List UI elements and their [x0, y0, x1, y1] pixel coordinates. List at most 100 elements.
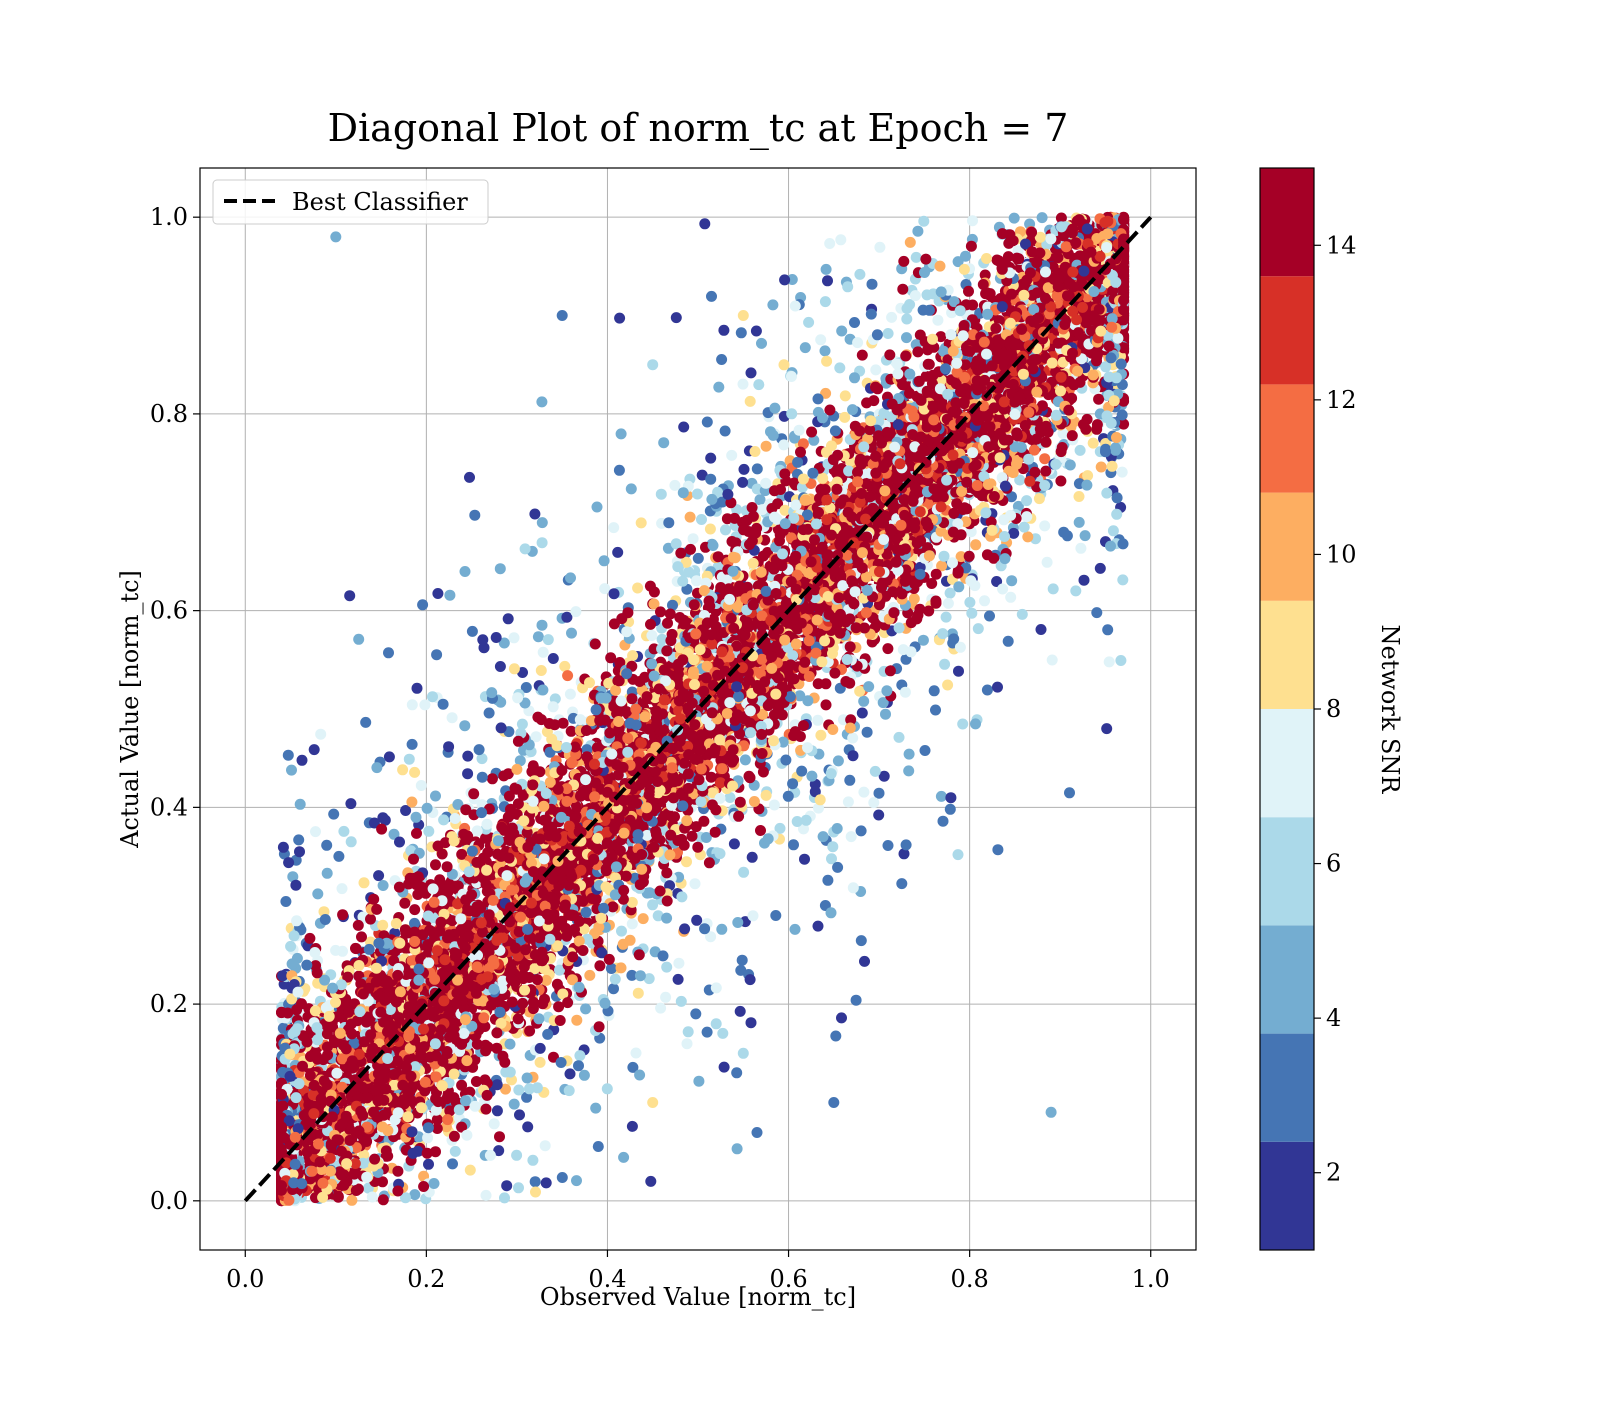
scatter-point: [647, 899, 658, 910]
scatter-point: [716, 924, 727, 935]
scatter-point: [409, 873, 420, 884]
scatter-point: [966, 241, 977, 252]
scatter-point: [738, 524, 749, 535]
scatter-point: [848, 882, 859, 893]
scatter-point: [542, 1029, 553, 1040]
scatter-point: [970, 718, 981, 729]
scatter-point: [540, 1140, 551, 1151]
scatter-point: [1096, 462, 1107, 473]
scatter-point: [719, 1062, 730, 1073]
scatter-point: [1024, 476, 1035, 487]
scatter-point: [584, 677, 595, 688]
scatter-point: [813, 393, 824, 404]
scatter-point: [849, 372, 860, 383]
scatter-point: [344, 590, 355, 601]
scatter-point: [338, 826, 349, 837]
scatter-point: [477, 634, 488, 645]
scatter-point: [732, 1143, 743, 1154]
scatter-point: [408, 1148, 419, 1159]
scatter-point: [883, 840, 894, 851]
scatter-point: [614, 313, 625, 324]
scatter-point: [663, 517, 674, 528]
scatter-point: [462, 768, 473, 779]
scatter-point: [713, 382, 724, 393]
scatter-point: [750, 446, 761, 457]
scatter-point: [548, 701, 559, 712]
scatter-point: [616, 428, 627, 439]
scatter-point: [756, 338, 767, 349]
scatter-point: [608, 983, 619, 994]
scatter-point: [935, 261, 946, 272]
scatter-point: [984, 611, 995, 622]
scatter-point: [328, 809, 339, 820]
scatter-point: [859, 956, 870, 967]
scatter-point: [900, 687, 911, 698]
scatter-point: [301, 960, 312, 971]
scatter-point: [536, 714, 547, 725]
scatter-point: [794, 425, 805, 436]
scatter-point: [497, 1051, 508, 1062]
scatter-point: [691, 915, 702, 926]
scatter-point: [911, 252, 922, 263]
scatter-point: [571, 1015, 582, 1026]
scatter-point: [460, 804, 471, 815]
scatter-point: [817, 412, 828, 423]
scatter-point: [690, 878, 701, 889]
scatter-point: [447, 712, 458, 723]
scatter-point: [696, 514, 707, 525]
scatter-point: [322, 868, 333, 879]
scatter-point: [710, 827, 721, 838]
scatter-point: [945, 804, 956, 815]
scatter-point: [699, 218, 710, 229]
scatter-point: [353, 634, 364, 645]
scatter-point: [600, 998, 611, 1009]
scatter-point: [779, 359, 790, 370]
scatter-point: [291, 915, 302, 926]
scatter-point: [616, 613, 627, 624]
scatter-point: [282, 1008, 293, 1019]
scatter-point: [407, 739, 418, 750]
scatter-point: [692, 842, 703, 853]
scatter-point: [429, 1178, 440, 1189]
scatter-point: [702, 417, 713, 428]
scatter-point: [745, 396, 756, 407]
scatter-point: [1003, 636, 1014, 647]
scatter-point: [669, 480, 680, 491]
scatter-point: [894, 622, 905, 633]
scatter-point: [839, 412, 850, 423]
scatter-point: [1064, 787, 1075, 798]
scatter-point: [886, 312, 897, 323]
scatter-point: [830, 425, 841, 436]
scatter-point: [512, 692, 523, 703]
scatter-point: [1112, 492, 1123, 503]
scatter-point: [532, 1082, 543, 1093]
scatter-point: [683, 1026, 694, 1037]
scatter-point: [717, 1028, 728, 1039]
scatter-point: [858, 696, 869, 707]
scatter-point: [599, 583, 610, 594]
scatter-point: [538, 647, 549, 658]
scatter-point: [795, 731, 806, 742]
scatter-point: [866, 309, 877, 320]
scatter-point: [662, 896, 673, 907]
scatter-point: [444, 590, 455, 601]
scatter-point: [827, 841, 838, 852]
scatter-point: [315, 729, 326, 740]
scatter-point: [377, 1176, 388, 1187]
scatter-point: [565, 1068, 576, 1079]
scatter-point: [673, 958, 684, 969]
scatter-point: [438, 814, 449, 825]
scatter-point: [627, 650, 638, 661]
scatter-point: [655, 886, 666, 897]
scatter-point: [520, 543, 531, 554]
scatter-point: [377, 920, 388, 931]
scatter-point: [1055, 476, 1066, 487]
scatter-point: [304, 933, 315, 944]
scatter-point: [570, 606, 581, 617]
scatter-point: [769, 485, 780, 496]
scatter-point: [716, 354, 727, 365]
scatter-point: [1104, 656, 1115, 667]
scatter-point: [610, 974, 621, 985]
scatter-point: [938, 816, 949, 827]
scatter-point: [798, 720, 809, 731]
